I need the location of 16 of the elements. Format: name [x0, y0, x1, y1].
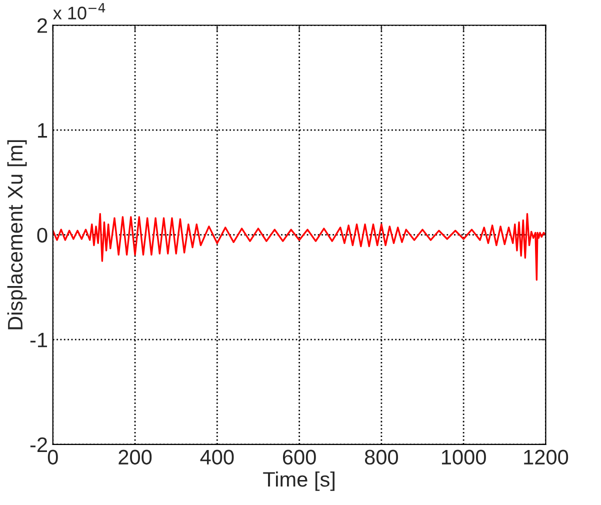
- text: x 10$^{−4}$: [53, 3, 106, 20]
- x-tick-label: 800: [364, 450, 398, 465]
- line-series: [52, 213, 546, 281]
- x-tick-label: 1000: [442, 450, 486, 465]
- y-tick-label: 0: [37, 228, 48, 243]
- x-tick-label: 400: [200, 450, 234, 465]
- x-tick-label: 600: [282, 450, 316, 465]
- x-tick-label: 200: [118, 450, 152, 465]
- y-tick-label: -1: [30, 332, 48, 348]
- x-tick-label: 0: [48, 450, 58, 465]
- y-axis-title: Displacement Xu [m]: [7, 140, 27, 330]
- y-tick-label: 2: [37, 18, 47, 33]
- x-axis-title: Time [s]: [263, 471, 334, 491]
- y-tick-label: -2: [30, 437, 47, 452]
- y-tick-label: 1: [38, 123, 48, 138]
- x-tick-label: 1200: [524, 450, 568, 465]
